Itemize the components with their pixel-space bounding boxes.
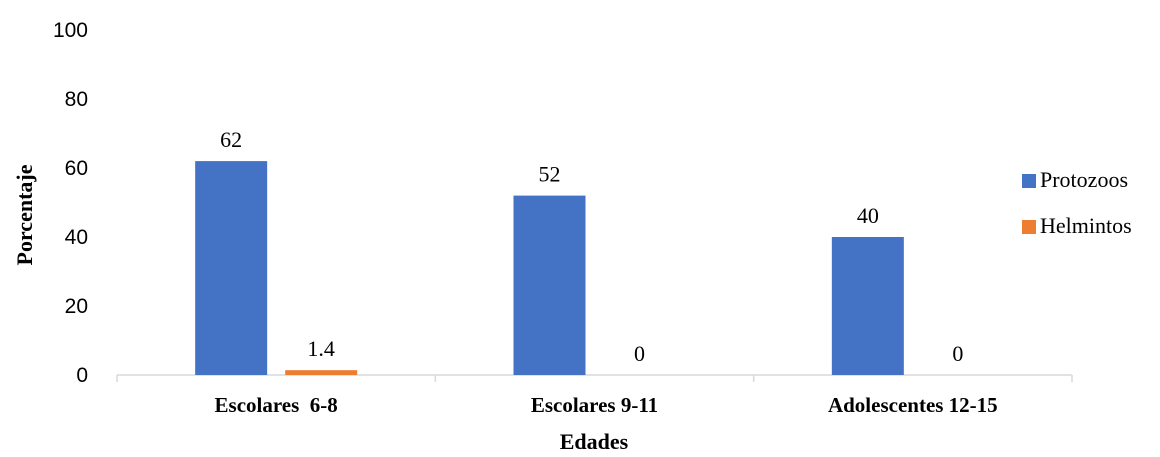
legend-swatch-helmintos (1022, 220, 1036, 234)
data-label-protozoos-1: 62 (220, 127, 242, 152)
legend-label-helmintos: Helmintos (1040, 213, 1132, 238)
y-tick-label: 80 (65, 88, 88, 111)
bar-protozoos-2 (513, 195, 586, 375)
legend-swatch-protozoos (1022, 174, 1036, 188)
x-axis-tick-marks (116, 375, 1073, 382)
legend-label-protozoos: Protozoos (1040, 167, 1128, 192)
data-label-protozoos-3: 40 (857, 203, 879, 228)
data-label-helmintos-2: 0 (634, 341, 645, 366)
data-labels: 62 1.4 52 0 40 0 (220, 127, 963, 366)
bars (195, 161, 904, 375)
data-label-helmintos-3: 0 (952, 341, 963, 366)
data-label-protozoos-2: 52 (539, 162, 561, 187)
y-tick-label: 0 (76, 364, 88, 387)
category-label: Escolares 6-8 (215, 393, 338, 417)
category-label: Escolares 9-11 (531, 393, 658, 417)
legend: Protozoos Helmintos (1022, 167, 1132, 238)
y-axis-ticks: 0 20 40 60 80 100 (53, 19, 88, 387)
bar-protozoos-1 (195, 161, 268, 375)
y-tick-label: 100 (53, 19, 88, 42)
y-axis-title: Porcentaje (12, 164, 37, 265)
bar-helmintos-1 (285, 370, 358, 375)
y-tick-label: 60 (65, 157, 88, 180)
y-tick-label: 40 (65, 226, 88, 249)
data-label-helmintos-1: 1.4 (307, 336, 335, 361)
bar-protozoos-3 (831, 237, 904, 375)
category-label: Adolescentes 12-15 (828, 393, 998, 417)
y-tick-label: 20 (65, 295, 88, 318)
x-axis-title: Edades (560, 429, 629, 454)
category-labels: Escolares 6-8 Escolares 9-11 Adolescentes … (215, 393, 998, 417)
